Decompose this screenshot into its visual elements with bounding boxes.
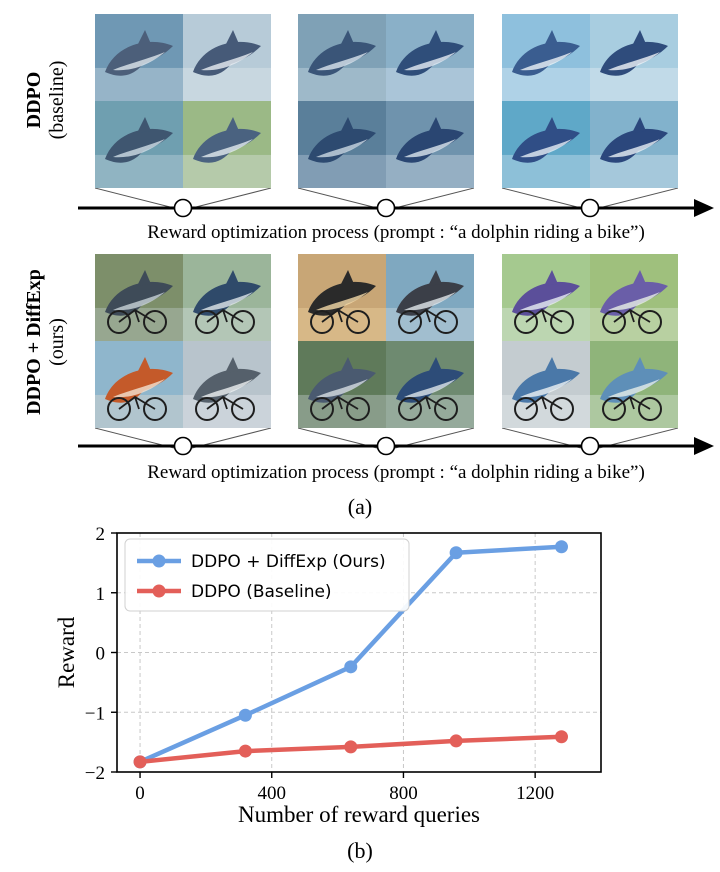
y-tick-label: −2 <box>85 763 105 784</box>
generated-image <box>183 341 271 428</box>
stage-marker <box>580 198 600 218</box>
generated-image <box>95 101 183 188</box>
generated-image <box>502 341 590 428</box>
generated-image <box>183 14 271 101</box>
arrow-head <box>694 199 714 217</box>
y-tick-label: 0 <box>96 644 106 665</box>
data-point <box>344 660 358 674</box>
generated-image <box>298 341 386 428</box>
row-label-main: DDPO + DiffExp <box>23 269 45 415</box>
data-point <box>344 740 358 754</box>
row-label-sub: (baseline) <box>46 60 68 140</box>
generated-image <box>95 341 183 428</box>
data-point <box>238 708 252 722</box>
process-caption-row1: Reward optimization process (prompt : “a… <box>147 222 645 243</box>
process-arrow-row1 <box>78 198 714 218</box>
image-grid <box>95 254 271 428</box>
row-label-diffexp: DDPO + DiffExp (ours) <box>23 269 69 415</box>
generated-image <box>183 254 271 341</box>
process-arrow-row2 <box>78 436 714 456</box>
y-tick-label: −1 <box>85 703 105 724</box>
data-point <box>449 546 463 560</box>
image-grid <box>298 254 474 428</box>
generated-image <box>95 254 183 341</box>
x-tick-label: 800 <box>389 783 418 804</box>
generated-image <box>502 254 590 341</box>
y-tick-label: 2 <box>96 524 106 545</box>
x-axis-label: Number of reward queries <box>238 802 480 827</box>
generated-image <box>502 101 590 188</box>
y-axis-label: Reward <box>54 616 79 688</box>
row-label-sub: (ours) <box>46 318 68 366</box>
y-tick-label: 1 <box>96 584 106 605</box>
image-grid <box>298 14 474 188</box>
x-tick-label: 0 <box>135 783 145 804</box>
legend-swatch-marker <box>152 584 166 598</box>
stage-marker <box>376 436 396 456</box>
panel-a-label: (a) <box>347 494 373 519</box>
chart-legend: DDPO + DiffExp (Ours) DDPO (Baseline) <box>124 538 410 612</box>
image-grid <box>95 14 271 188</box>
generated-image <box>502 14 590 101</box>
row-label-ddpo: DDPO (baseline) <box>23 61 69 140</box>
generated-image <box>386 14 474 101</box>
legend-swatch-marker <box>152 554 166 568</box>
generated-image <box>590 341 678 428</box>
reward-chart: 0 400 800 1200 −2 −1 0 1 2 Number of reward quer… <box>54 524 602 827</box>
data-point <box>238 744 252 758</box>
generated-image <box>95 14 183 101</box>
chart-series <box>133 540 568 769</box>
grid-connector <box>298 188 474 209</box>
data-point <box>133 755 147 769</box>
row-label-main: DDPO <box>23 71 45 129</box>
stage-marker <box>580 436 600 456</box>
panel-b-label: (b) <box>347 838 373 863</box>
legend-label: DDPO + DiffExp (Ours) <box>191 552 386 572</box>
arrow-head <box>694 437 714 455</box>
data-point <box>449 734 463 748</box>
generated-image <box>386 341 474 428</box>
x-tick-label: 400 <box>257 783 286 804</box>
grid-connector <box>502 188 678 209</box>
grid-connector <box>95 188 271 209</box>
image-grid <box>502 14 678 188</box>
generated-image <box>298 14 386 101</box>
generated-image <box>298 101 386 188</box>
image-grid <box>502 254 678 428</box>
generated-image <box>590 101 678 188</box>
stage-marker <box>173 436 193 456</box>
legend-box <box>124 538 410 612</box>
generated-image <box>183 101 271 188</box>
stage-marker <box>173 198 193 218</box>
generated-image <box>298 254 386 341</box>
legend-label: DDPO (Baseline) <box>191 582 332 602</box>
data-point <box>554 540 568 554</box>
generated-image <box>386 101 474 188</box>
stage-marker <box>376 198 396 218</box>
generated-image <box>590 14 678 101</box>
generated-image <box>590 254 678 341</box>
data-point <box>554 730 568 744</box>
generated-image <box>386 254 474 341</box>
process-caption-row2: Reward optimization process (prompt : “a… <box>147 462 645 483</box>
x-tick-label: 1200 <box>516 783 554 804</box>
chart-ticks: 0 400 800 1200 −2 −1 0 1 2 <box>85 524 554 804</box>
